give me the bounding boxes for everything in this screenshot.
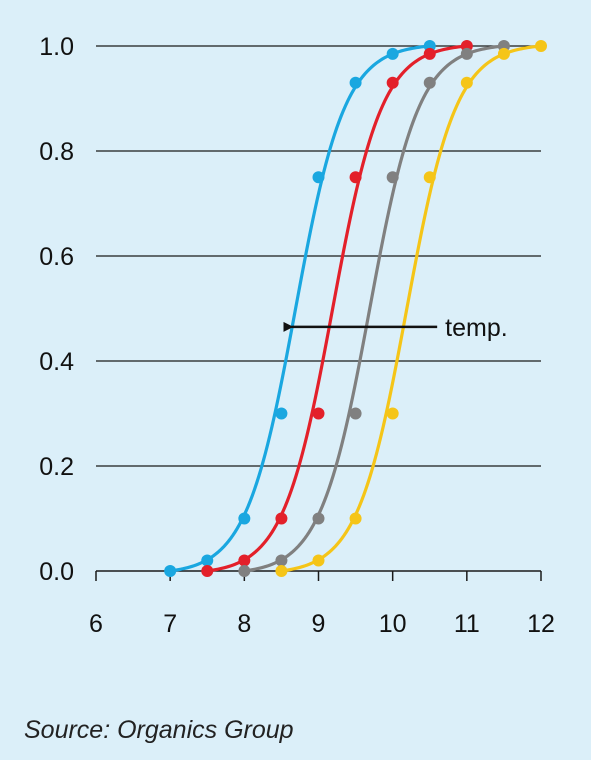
series-1-point bbox=[349, 76, 362, 89]
series-1-point bbox=[312, 171, 325, 184]
series-4-point bbox=[275, 565, 288, 577]
series-4-point bbox=[386, 407, 399, 420]
series-2-point bbox=[238, 554, 251, 567]
annotation: temp. bbox=[283, 314, 508, 342]
series-1-point bbox=[164, 565, 177, 577]
series-1-point bbox=[201, 554, 214, 567]
series-4-point bbox=[460, 76, 473, 89]
x-tick-label: 7 bbox=[163, 610, 177, 638]
axes: 0.0 0.2 0.4 0.6 0.8 1.0 6 7 8 9 10 11 12 bbox=[39, 33, 555, 638]
series-1-point bbox=[238, 512, 251, 525]
source-note: Source: Organics Group bbox=[24, 716, 294, 744]
series-2-point bbox=[349, 171, 362, 184]
series-2-point bbox=[312, 407, 325, 420]
x-tick-label: 11 bbox=[454, 610, 480, 638]
series-3-point bbox=[423, 76, 436, 89]
series-line-3 bbox=[242, 44, 506, 573]
series-2-point bbox=[386, 76, 399, 89]
series-1-point bbox=[275, 407, 288, 420]
series-2-point bbox=[275, 512, 288, 525]
series-4-point bbox=[312, 554, 325, 567]
series-4-point bbox=[497, 47, 510, 60]
x-tick-label: 12 bbox=[527, 610, 555, 638]
series-3-point bbox=[349, 407, 362, 420]
temp-label: temp. bbox=[445, 314, 508, 342]
series-line-4 bbox=[279, 44, 543, 573]
series-2-point bbox=[201, 565, 214, 577]
series-line-1 bbox=[168, 44, 432, 573]
y-tick-label: 0.6 bbox=[39, 243, 74, 271]
y-tick-label: 1.0 bbox=[39, 33, 74, 61]
grid bbox=[96, 45, 541, 467]
x-tick-label: 10 bbox=[379, 610, 407, 638]
x-tick-label: 6 bbox=[89, 610, 103, 638]
series-4-point bbox=[423, 171, 436, 184]
x-tick-label: 8 bbox=[237, 610, 251, 638]
series-1-point bbox=[386, 47, 399, 60]
series-line-2 bbox=[205, 44, 469, 573]
series-4-point bbox=[535, 40, 547, 52]
y-tick-label: 0.0 bbox=[39, 558, 74, 586]
y-tick-label: 0.8 bbox=[39, 138, 74, 166]
series-3-point bbox=[275, 554, 288, 567]
series-3-point bbox=[312, 512, 325, 525]
x-tick-label: 9 bbox=[312, 610, 326, 638]
series-2-point bbox=[423, 47, 436, 60]
series-3-point bbox=[238, 565, 251, 577]
series-group bbox=[164, 40, 547, 577]
y-tick-label: 0.4 bbox=[39, 348, 74, 376]
series-3-point bbox=[386, 171, 399, 184]
series-4-point bbox=[349, 512, 362, 525]
series-3-point bbox=[460, 47, 473, 60]
y-tick-label: 0.2 bbox=[39, 453, 74, 481]
